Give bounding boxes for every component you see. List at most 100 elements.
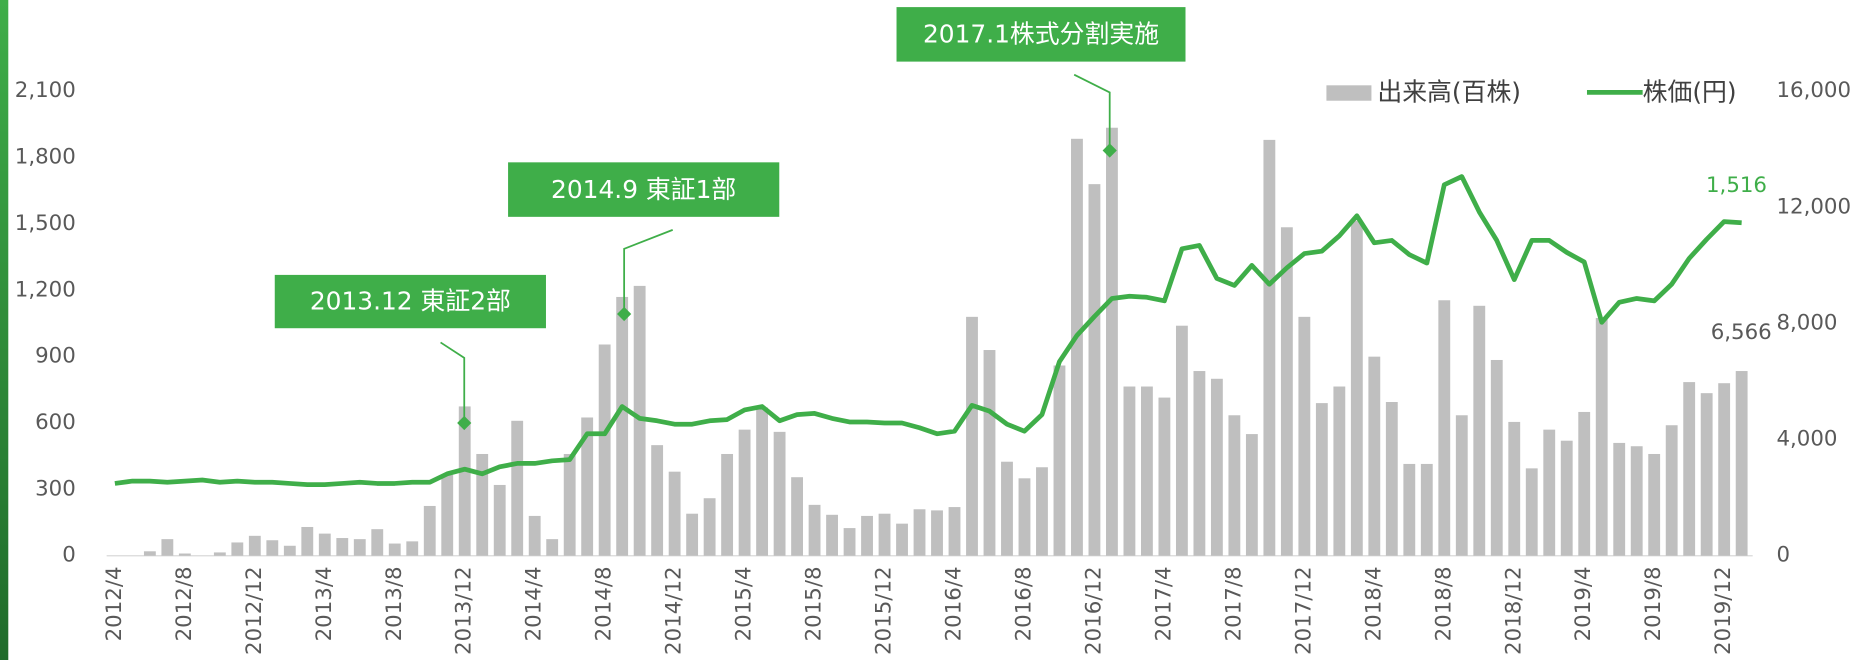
bar [441,474,454,556]
bar [1036,467,1048,556]
bar [1473,305,1486,556]
bar [1053,365,1066,556]
bar [423,505,436,556]
bar [1368,356,1381,556]
x-tick-label: 2016/4 [942,566,967,641]
bar [1665,425,1678,556]
bar [1298,316,1311,556]
x-tick-label: 2015/12 [872,566,897,655]
bar [1141,386,1153,556]
x-tick-label: 2012/8 [172,566,197,641]
bar [703,498,716,556]
bar [1018,478,1031,556]
bar [318,533,331,556]
bars [143,127,1748,556]
bar [983,350,996,556]
callout-text: 2014.9 東証1部 [551,175,736,204]
bar [388,543,401,556]
bar [1420,463,1433,556]
bar [353,539,366,556]
y2-tick-label: 16,000 [1776,78,1851,103]
y-tick-label: 0 [62,543,76,568]
bar [686,513,699,556]
lines [114,174,1742,488]
y-tick-label: 1,200 [15,277,76,302]
x-tick-label: 2019/8 [1641,566,1666,641]
bar [1630,446,1643,556]
x-tick-label: 2017/4 [1151,566,1176,641]
bar [301,526,314,556]
bar [651,445,664,556]
x-tick-label: 2015/4 [732,566,757,641]
bar [1001,461,1013,556]
bar [1403,463,1416,556]
callout-marker [457,415,472,431]
bar [1158,397,1171,556]
bar [1525,468,1538,556]
bar [1088,184,1101,556]
bar [633,285,646,556]
x-tick-label: 2012/12 [242,566,267,655]
bar [1595,317,1608,556]
legend-label: 株価(円) [1643,78,1737,107]
x-tick-label: 2018/4 [1361,566,1386,641]
bar [1333,386,1346,556]
bar [1508,421,1521,556]
x-tick-label: 2018/8 [1431,566,1456,641]
x-tick-label: 2013/8 [382,566,407,641]
bar [1315,403,1328,556]
bar [913,509,926,556]
bar [546,539,559,556]
bar [738,429,751,556]
bar [668,471,681,556]
x-tick-label: 2013/4 [312,566,337,641]
bar [878,513,891,556]
callout-text: 2013.12 東証2部 [310,287,511,316]
legend-swatch [1326,85,1372,101]
bar [931,510,943,556]
x-tick-label: 2019/12 [1711,566,1736,655]
bar [213,552,226,556]
bar [581,417,594,556]
bar [616,296,629,556]
bar [248,535,261,556]
bar [1071,138,1083,556]
bar [948,507,961,556]
price-line [114,174,1742,488]
bar [773,431,786,556]
callout-marker [1102,143,1117,158]
bar [896,523,908,556]
callout-box [274,274,546,329]
x-tick-label: 2019/4 [1571,566,1596,641]
bar [1700,393,1713,556]
bar [1350,220,1363,556]
bar [1718,383,1731,556]
bar [826,514,838,556]
bar [1683,382,1696,556]
bar [721,453,734,556]
bar [1210,378,1223,556]
x-tick-label: 2017/8 [1221,566,1246,641]
bar [1735,371,1748,556]
bar [1228,415,1241,556]
bar [528,515,541,556]
x-tick-label: 2017/12 [1291,566,1316,655]
callout-box [508,162,780,217]
callout-leader [440,341,466,424]
bar [1175,325,1188,556]
x-tick-label: 2016/12 [1081,566,1106,655]
y-tick-label: 1,800 [15,145,76,170]
x-tick-label: 2015/8 [802,566,827,641]
x-tick-label: 2016/8 [1011,566,1036,641]
callout-leader [623,229,674,315]
callout-leader [1073,73,1111,151]
bar [1245,434,1258,556]
bar [266,540,279,556]
callout-box [896,7,1186,62]
callout-text: 2017.1株式分割実施 [923,20,1159,49]
bar [1648,453,1661,556]
bar [861,515,873,556]
y2-tick-label: 0 [1776,543,1790,568]
